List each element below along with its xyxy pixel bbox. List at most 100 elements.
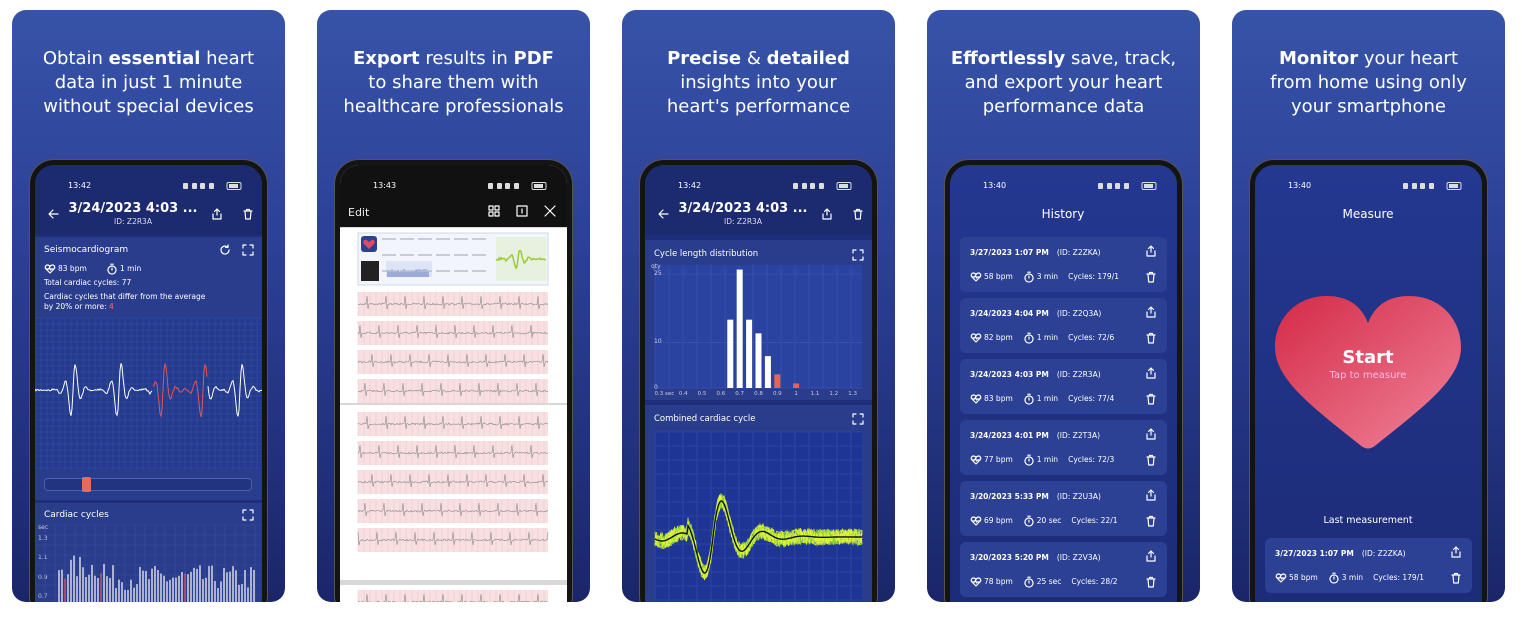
phone-screen: 13:42 3/24/2023 4:03 ... ID: Z2R3A Cycle le… [645, 165, 872, 602]
start-hint: Tap to measure [1329, 370, 1407, 381]
record-card[interactable]: 3/24/2023 4:03 PM (ID: Z2R3A) 83 bpm 1 min C… [960, 359, 1167, 414]
phone: 13:43 Edit [335, 160, 572, 602]
share-button[interactable] [1145, 306, 1156, 318]
status-icon [810, 183, 815, 189]
combined-cycle [654, 431, 863, 602]
share-button[interactable] [1145, 550, 1156, 562]
status-icons [1403, 182, 1462, 190]
delete-button-shape [853, 208, 863, 220]
ecg-trace [357, 473, 549, 488]
delete-button[interactable] [1145, 515, 1156, 527]
record-card[interactable]: 3/27/2023 1:07 PM (ID: Z2ZKA) 58 bpm 3 min C… [960, 237, 1167, 292]
delete-button[interactable] [1145, 576, 1156, 588]
status-icon [819, 183, 824, 189]
delete-button-shape [1451, 572, 1461, 584]
record-card[interactable]: 3/20/2023 5:33 PM (ID: Z2U3A) 69 bpm 20 sec… [960, 481, 1167, 536]
phone: 13:40 Measure Start Tap to measure Last meas… [1250, 160, 1487, 602]
status-icon [209, 183, 214, 189]
ecg-trace [357, 324, 549, 339]
heart-button[interactable] [1255, 165, 1482, 465]
stat-icon-shape-shape [1024, 271, 1034, 283]
delete-button[interactable] [1145, 454, 1156, 466]
close-button[interactable] [544, 205, 556, 217]
duration: 1 min [120, 264, 142, 273]
share-button[interactable] [1145, 428, 1156, 440]
top-bar [340, 165, 567, 227]
share-button-shape [1146, 550, 1156, 562]
expand-button-shape [242, 509, 254, 521]
share-button[interactable] [821, 208, 833, 220]
grid-button[interactable] [488, 205, 500, 217]
record-duration: 3 min [1036, 271, 1059, 281]
delete-button[interactable] [1450, 572, 1461, 584]
ecg-strip [358, 379, 548, 403]
scrubber-thumb [82, 477, 91, 492]
share-button[interactable] [1145, 245, 1156, 257]
x-tick-label: 1 [794, 391, 798, 397]
delete-button[interactable] [242, 208, 254, 220]
record-id: (ID: Z2V3A) [1056, 553, 1101, 562]
refresh-button [220, 244, 230, 255]
page-button[interactable] [516, 205, 528, 217]
stat-icon-shape [970, 577, 982, 587]
record-cycles: Cycles: 77/4 [1068, 393, 1115, 403]
record-bpm: 58 bpm [1289, 572, 1318, 582]
headline-segment: heart [200, 48, 255, 69]
ecg-trace [357, 593, 548, 602]
record-date: 3/20/2023 5:20 PM [970, 553, 1049, 562]
headline-segment: insights into your [680, 72, 837, 93]
status-time: 13:42 [68, 181, 92, 190]
delete-button[interactable] [1145, 271, 1156, 283]
record-card[interactable]: 3/24/2023 4:04 PM (ID: Z2Q3A) 82 bpm 1 min C… [960, 298, 1167, 353]
record-card[interactable]: 3/20/2023 5:20 PM (ID: Z2V3A) 78 bpm 25 sec… [960, 542, 1167, 597]
record-id: (ID: Z2ZKA) [1361, 549, 1406, 558]
expand-button [852, 249, 864, 261]
record-title: 3/24/2023 4:03 ... [68, 201, 198, 216]
plot-bg [35, 318, 262, 470]
phone-screen: 13:42 3/24/2023 4:03 ... ID: Z2R3A Seismoca… [35, 165, 262, 602]
share-button[interactable] [1145, 489, 1156, 501]
share-button-shape [1146, 245, 1156, 257]
battery-level [1144, 184, 1153, 188]
stat-icon [1023, 393, 1034, 405]
record-stats: 83 bpm 1 min Cycles: 77/4 [970, 393, 1115, 405]
share-button[interactable] [1145, 367, 1156, 379]
stat-icon-shape-shape [1329, 572, 1339, 584]
expand-button-shape [852, 249, 864, 261]
x-tick-label: 0.3 sec [654, 391, 675, 397]
status-icons [488, 182, 547, 190]
status-icon [1115, 183, 1120, 189]
expand-button [242, 244, 254, 256]
status-icon [200, 183, 205, 189]
back-button[interactable] [47, 208, 59, 220]
scrubber[interactable] [44, 478, 252, 491]
record-stats: 77 bpm 1 min Cycles: 72/3 [970, 454, 1114, 466]
record-card[interactable]: 3/24/2023 4:01 PM (ID: Z2T3A) 77 bpm 1 min C… [960, 420, 1167, 475]
ecg-trace [357, 531, 549, 546]
report-wave [495, 249, 546, 270]
x-tick-label: 1.3 [848, 391, 857, 397]
share-button[interactable] [1450, 546, 1461, 558]
record-stats: 78 bpm 25 sec Cycles: 28/2 [970, 576, 1118, 588]
promo-card: Monitor your heart from home using only yo… [1232, 10, 1505, 602]
axis-label: 1.3 [38, 534, 48, 542]
record-card[interactable]: 3/27/2023 1:07 PM (ID: Z2ZKA) 58 bpm 3 min C… [1265, 538, 1472, 593]
record-date: 3/24/2023 4:01 PM [970, 431, 1049, 440]
x-tick-label: 1.1 [810, 391, 820, 397]
stat-icon-shape [970, 516, 982, 526]
expand-button-shape [242, 244, 254, 256]
headline-line: insights into your [622, 71, 895, 95]
delete-button[interactable] [1145, 332, 1156, 344]
status-icon [1412, 183, 1417, 189]
record-line: 3/27/2023 1:07 PM (ID: Z2ZKA) [1275, 549, 1406, 558]
stat-icon-shape [1024, 576, 1034, 588]
status-icon [1420, 183, 1425, 189]
stat-icon-shape-shape [1024, 332, 1034, 344]
record-duration: 1 min [1036, 332, 1059, 342]
delete-button[interactable] [1145, 393, 1156, 405]
back-button[interactable] [657, 208, 669, 220]
share-button[interactable] [211, 208, 223, 220]
promo-card: Effortlessly save, track, and export your… [927, 10, 1200, 602]
delete-button[interactable] [852, 208, 864, 220]
qr-code [361, 261, 379, 281]
